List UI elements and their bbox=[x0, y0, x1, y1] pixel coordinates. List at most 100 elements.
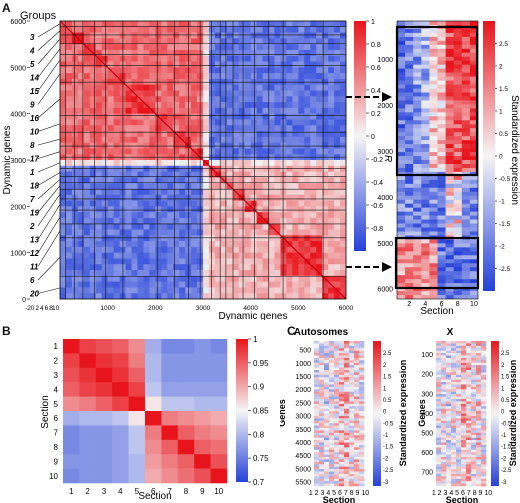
c-cb-tick: 2 bbox=[501, 363, 505, 369]
heatmap-cell bbox=[128, 382, 146, 397]
heatmap-cell bbox=[63, 339, 80, 354]
heatmap-cell bbox=[177, 339, 195, 354]
right-y-tick: 6000 bbox=[377, 287, 393, 294]
y-tick: 2000 bbox=[10, 204, 26, 211]
b-cb-tick: 1 bbox=[253, 335, 258, 344]
b-y-tick: 5 bbox=[54, 400, 59, 409]
heatmap-cell bbox=[128, 454, 146, 469]
heatmap-cell bbox=[194, 439, 211, 455]
right-y-tick: 4000 bbox=[377, 195, 393, 202]
c-cb-tick: -3 bbox=[501, 480, 507, 486]
r-tick: -0.6 bbox=[371, 203, 383, 210]
heatmap-cell bbox=[145, 439, 162, 455]
x-tick: 6 bbox=[45, 305, 49, 312]
c-auto-tick: 3000 bbox=[295, 414, 311, 421]
heatmap-cell bbox=[177, 425, 195, 441]
heatmap-cell bbox=[112, 396, 129, 412]
c-x-tick: 300 bbox=[421, 391, 433, 398]
heatmap-cell bbox=[194, 454, 211, 469]
b-cb-tick: 0.75 bbox=[253, 454, 269, 463]
c-auto-tick: 2000 bbox=[295, 387, 311, 394]
expr-tick: 1.5 bbox=[499, 86, 508, 93]
b-y-tick: 8 bbox=[54, 443, 59, 452]
b-y-tick: 3 bbox=[54, 371, 59, 380]
y-tick: 1000 bbox=[10, 251, 26, 258]
heatmap-cell bbox=[210, 339, 228, 354]
heatmap-cell bbox=[161, 367, 179, 383]
c-colorbar-right bbox=[491, 341, 499, 486]
right-y-ticks: 1000 2000 3000 4000 5000 6000 bbox=[377, 57, 393, 294]
heatmap-cell bbox=[145, 339, 162, 354]
heatmap-cell bbox=[128, 367, 146, 383]
groups-label: Groups bbox=[20, 10, 57, 22]
heatmap-cell bbox=[95, 425, 113, 441]
heatmap-cell bbox=[95, 411, 113, 426]
group-label: 7 bbox=[30, 195, 35, 204]
expression-heatmap bbox=[397, 21, 478, 299]
c-cb-tick: -0.5 bbox=[383, 421, 394, 427]
c-x-tick: 600 bbox=[421, 450, 433, 457]
section-ticks-left: 1 2 3 4 5 6 7 8 9 10 bbox=[309, 490, 369, 497]
heatmap-cell bbox=[63, 439, 80, 455]
right-y-tick: 5000 bbox=[377, 241, 393, 248]
heatmap-cell bbox=[145, 382, 162, 397]
heatmap-cell bbox=[194, 367, 211, 383]
c-colorbar-right-ticks: 2.5 2 1.5 1 0.5 0 -0.5 -1 -1.5 -2 -2.5 -3 bbox=[501, 351, 512, 486]
heatmap-cell bbox=[95, 382, 113, 397]
c-cb-tick: 1 bbox=[501, 386, 505, 392]
heatmap-cell bbox=[95, 439, 113, 455]
c-cb-tick: 2 bbox=[383, 363, 387, 369]
c-cb-tick: -2 bbox=[383, 456, 389, 462]
heatmap-cell bbox=[95, 468, 113, 484]
r-tick: 0 bbox=[371, 134, 375, 141]
c-cb-tick: -1 bbox=[383, 433, 389, 439]
heatmap-cell bbox=[112, 339, 129, 354]
expr-colorbar bbox=[483, 21, 495, 291]
heatmap-cell bbox=[194, 382, 211, 397]
right-x-tick: 8 bbox=[456, 301, 460, 308]
x-tick: 0 bbox=[31, 305, 35, 312]
heatmap-cell bbox=[112, 411, 129, 426]
r-tick: 0.6 bbox=[371, 65, 381, 72]
c-colorbar-left bbox=[373, 341, 381, 486]
c-x-tick: 700 bbox=[421, 470, 433, 477]
c-cb-tick: -0.5 bbox=[501, 421, 512, 427]
heatmap-cell bbox=[210, 439, 228, 455]
expr-tick: 2.5 bbox=[499, 41, 508, 48]
b-y-label: Section bbox=[40, 395, 51, 428]
heatmap-cell bbox=[210, 353, 228, 369]
heatmap-cell bbox=[112, 425, 129, 441]
c-cb-tick: -2.5 bbox=[501, 468, 512, 474]
c-cb-tick: 1.5 bbox=[383, 375, 392, 381]
section-correlation-heatmap bbox=[63, 339, 228, 484]
group-label: 19 bbox=[30, 209, 39, 218]
heatmap-cell bbox=[194, 396, 211, 412]
expr-tick: 0 bbox=[499, 154, 503, 161]
heatmap-cell bbox=[79, 367, 97, 383]
group-label: 2 bbox=[29, 222, 35, 231]
b-x-tick: 9 bbox=[200, 487, 205, 496]
y-tick: 0 bbox=[22, 297, 26, 304]
c-cb-tick: -1.5 bbox=[501, 445, 512, 451]
expr-tick: -1.5 bbox=[499, 221, 511, 228]
panel-c-label: C bbox=[287, 324, 296, 338]
heatmap-cell bbox=[79, 454, 97, 469]
x-tick: 2 bbox=[35, 305, 39, 312]
heatmap-cell bbox=[145, 396, 162, 412]
c-x-tick: 400 bbox=[421, 411, 433, 418]
c-auto-tick: 500 bbox=[299, 348, 311, 355]
y-label: Dynamic genes bbox=[2, 126, 13, 195]
r-colorbar bbox=[354, 21, 366, 251]
heatmap-cell bbox=[112, 367, 129, 383]
heatmap-cell bbox=[210, 411, 228, 426]
group-labels: 3 4 5 14 15 9 16 10 8 17 1 18 7 19 2 13 12 11 6 20 bbox=[29, 33, 39, 299]
b-x-tick: 7 bbox=[167, 487, 172, 496]
x-tick: -2 bbox=[25, 305, 31, 312]
heatmap-cell bbox=[194, 411, 211, 426]
panel-a-figure: 10.80.60.40.20-0.2-0.4-0.6-0.8 R 1000200… bbox=[2, 19, 520, 320]
heatmap-cell bbox=[79, 396, 97, 412]
heatmap-cell bbox=[63, 411, 80, 426]
heatmap-cell bbox=[210, 382, 228, 397]
group-label: 1 bbox=[30, 168, 35, 177]
heatmap-cell bbox=[79, 468, 97, 484]
